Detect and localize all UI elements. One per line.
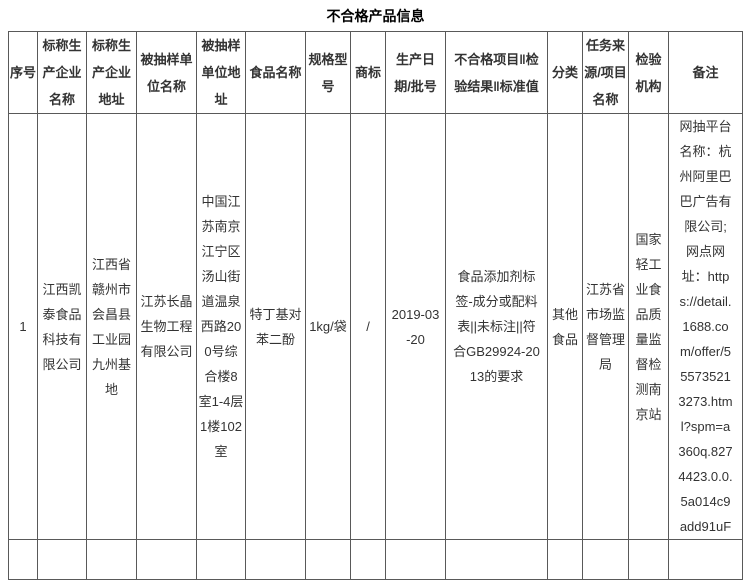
col-header-spec-model: 规格型号	[305, 31, 351, 114]
col-header-failed-item: 不合格项目‖检验结果‖标准值	[445, 31, 548, 114]
col-header-production-date: 生产日期/批号	[385, 31, 446, 114]
cell-sampled-unit-name: 江苏长晶生物工程有限公司	[136, 113, 197, 540]
cell-serial: 1	[8, 113, 38, 540]
empty-cell	[86, 539, 137, 580]
empty-cell	[350, 539, 386, 580]
cell-food-name: 特丁基对苯二酚	[245, 113, 306, 540]
table-row-partial	[8, 539, 743, 580]
page-title: 不合格产品信息	[326, 8, 425, 24]
table-header: 序号 标称生产企业名称 标称生产企业地址 被抽样单位名称 被抽样单位地址 食品名…	[8, 31, 743, 114]
cell-inspection-agency: 国家轻工业食品质量监督检测南京站	[628, 113, 669, 540]
cell-category: 其他食品	[547, 113, 583, 540]
col-header-inspection-agency: 检验机构	[628, 31, 669, 114]
table-body: 1 江西凯泰食品科技有限公司 江西省赣州市会昌县工业园九州基地 江苏长晶生物工程…	[8, 113, 743, 580]
empty-cell	[37, 539, 87, 580]
empty-cell	[582, 539, 629, 580]
empty-cell	[245, 539, 306, 580]
col-header-category: 分类	[547, 31, 583, 114]
header-row: 序号 标称生产企业名称 标称生产企业地址 被抽样单位名称 被抽样单位地址 食品名…	[8, 31, 743, 114]
col-header-serial: 序号	[8, 31, 38, 114]
cell-producer-name: 江西凯泰食品科技有限公司	[37, 113, 87, 540]
empty-cell	[305, 539, 351, 580]
col-header-remarks: 备注	[668, 31, 743, 114]
table-row: 1 江西凯泰食品科技有限公司 江西省赣州市会昌县工业园九州基地 江苏长晶生物工程…	[8, 113, 743, 540]
cell-remarks: 网抽平台名称：杭州阿里巴巴广告有限公司;网点网址：https://detail.…	[668, 113, 743, 540]
col-header-sampled-unit-name: 被抽样单位名称	[136, 31, 197, 114]
col-header-producer-name: 标称生产企业名称	[37, 31, 87, 114]
empty-cell	[196, 539, 246, 580]
cell-spec-model: 1kg/袋	[305, 113, 351, 540]
report-container: 不合格产品信息 序号 标称生产企业名称 标称生产企业地址 被抽样单位名称 被抽样…	[8, 0, 743, 580]
cell-trademark: /	[350, 113, 386, 540]
empty-cell	[547, 539, 583, 580]
col-header-food-name: 食品名称	[245, 31, 306, 114]
col-header-producer-address: 标称生产企业地址	[86, 31, 137, 114]
col-header-sampled-unit-address: 被抽样单位地址	[196, 31, 246, 114]
col-header-task-source: 任务来源/项目名称	[582, 31, 629, 114]
col-header-trademark: 商标	[350, 31, 386, 114]
cell-failed-item: 食品添加剂标签-成分或配料表||未标注||符合GB29924-2013的要求	[445, 113, 548, 540]
empty-cell	[628, 539, 669, 580]
cell-production-date: 2019-03-20	[385, 113, 446, 540]
cell-task-source: 江苏省市场监督管理局	[582, 113, 629, 540]
empty-cell	[8, 539, 38, 580]
nonconforming-products-table: 序号 标称生产企业名称 标称生产企业地址 被抽样单位名称 被抽样单位地址 食品名…	[8, 31, 743, 580]
empty-cell	[385, 539, 446, 580]
empty-cell	[136, 539, 197, 580]
empty-cell	[668, 539, 743, 580]
empty-cell	[445, 539, 548, 580]
cell-sampled-unit-address: 中国江苏南京江宁区汤山街道温泉西路200号综合楼8室1-4层1楼102室	[196, 113, 246, 540]
cell-producer-address: 江西省赣州市会昌县工业园九州基地	[86, 113, 137, 540]
